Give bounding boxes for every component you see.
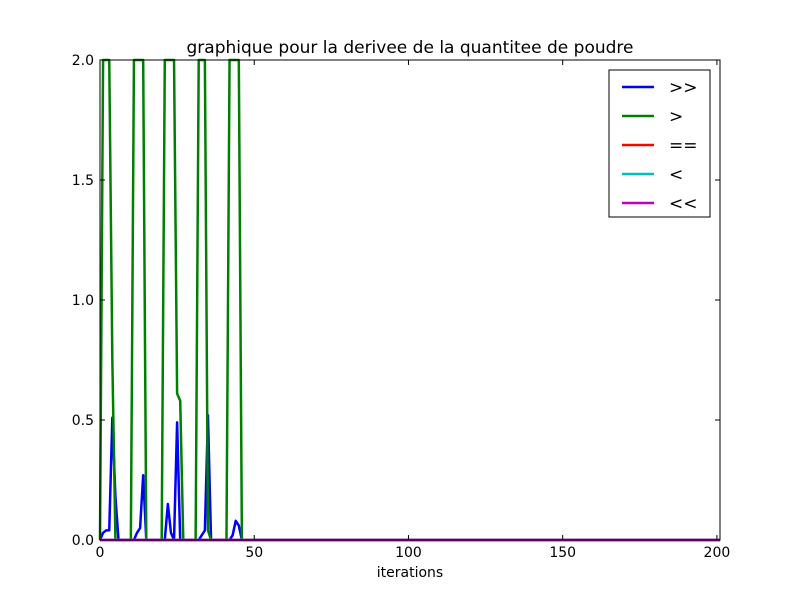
y-tick-label: 2.0 — [72, 53, 94, 69]
legend-items: >>>==<<< — [622, 78, 698, 214]
legend: >>>==<<< — [608, 69, 711, 218]
x-tick-label: 100 — [395, 545, 422, 561]
x-tick-label: 0 — [96, 545, 105, 561]
x-tick-label: 50 — [245, 545, 263, 561]
x-tick-label: 150 — [549, 545, 576, 561]
legend-label-3: < — [669, 165, 683, 185]
x-axis-label: iterations — [377, 565, 443, 581]
ticks-group: 0 50 100 150 200 0.0 0.5 1.0 1.5 2.0 — [72, 53, 731, 561]
legend-label-0: >> — [669, 78, 698, 98]
legend-label-2: == — [669, 136, 698, 156]
legend-box — [608, 69, 711, 218]
legend-label-4: << — [669, 194, 698, 214]
y-tick-label: 0.5 — [72, 413, 94, 429]
x-tick-label: 200 — [704, 545, 731, 561]
y-tick-label: 1.0 — [72, 293, 94, 309]
legend-label-1: > — [669, 107, 683, 127]
y-tick-label: 1.5 — [72, 173, 94, 189]
y-tick-label: 0.0 — [72, 533, 94, 549]
chart-title: graphique pour la derivee de la quantite… — [187, 38, 634, 58]
